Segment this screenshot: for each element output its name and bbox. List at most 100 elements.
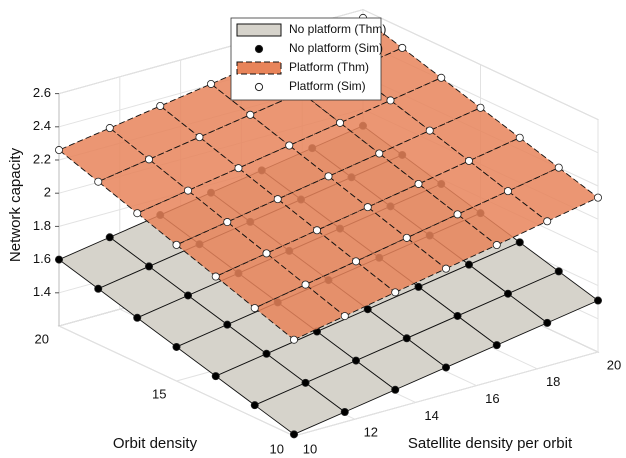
sim-point <box>425 126 434 135</box>
sim-point <box>289 430 298 439</box>
sim-point <box>464 156 473 165</box>
sim-point <box>55 255 64 264</box>
sim-point <box>340 312 349 321</box>
sim-point <box>211 372 220 381</box>
sim-point <box>105 233 114 242</box>
z-tick-label: 1.4 <box>33 284 51 299</box>
sim-point <box>453 210 462 219</box>
x-tick-label: 16 <box>485 391 499 406</box>
sim-point <box>301 378 310 387</box>
sim-point <box>492 341 501 350</box>
sim-point <box>206 79 215 88</box>
sim-point <box>414 179 423 188</box>
sim-point <box>515 133 524 142</box>
sim-point <box>363 305 372 314</box>
sim-point <box>375 149 384 158</box>
legend-label: Platform (Sim) <box>289 79 366 93</box>
sim-point <box>94 284 103 293</box>
sim-point <box>351 257 360 266</box>
x-axis-label: Satellite density per orbit <box>408 435 573 452</box>
sim-point <box>503 187 512 196</box>
sim-point <box>543 318 552 327</box>
sim-point <box>156 101 165 110</box>
sim-point <box>594 296 603 305</box>
surface-patch <box>97 158 189 214</box>
sim-point <box>250 304 259 313</box>
z-axis-label: Network capacity <box>7 147 24 262</box>
sim-point <box>145 155 154 164</box>
sim-point <box>246 110 255 119</box>
x-tick-label: 18 <box>546 374 560 389</box>
sim-point <box>515 238 524 247</box>
x-tick-label: 12 <box>364 425 378 440</box>
sim-point <box>55 146 64 155</box>
sim-point <box>184 291 193 300</box>
y-tick-label: 20 <box>35 331 49 346</box>
sim-point <box>172 240 181 249</box>
x-tick-label: 20 <box>607 357 621 372</box>
sim-point <box>94 177 103 186</box>
sim-point <box>554 267 563 276</box>
sim-point <box>223 218 232 227</box>
sim-point <box>145 262 154 271</box>
sim-point <box>476 103 485 112</box>
sim-point <box>262 349 271 358</box>
sim-point <box>172 342 181 351</box>
y-tick-label: 10 <box>270 441 284 456</box>
sim-point <box>437 73 446 82</box>
y-axis-label: Orbit density <box>113 435 198 452</box>
sim-point <box>273 195 282 204</box>
sim-point <box>262 249 271 258</box>
sim-point <box>211 272 220 281</box>
sim-point <box>402 233 411 242</box>
sim-point <box>398 43 407 52</box>
sim-point <box>340 408 349 417</box>
sim-point <box>441 264 450 273</box>
sim-point <box>503 289 512 298</box>
grid-line <box>293 351 599 437</box>
z-tick-label: 2.4 <box>33 118 51 133</box>
sim-point <box>285 141 294 150</box>
sim-point <box>594 193 603 202</box>
sim-point <box>336 118 345 127</box>
sim-point <box>414 282 423 291</box>
sim-point <box>195 133 204 142</box>
sim-point <box>363 203 372 212</box>
sim-point <box>453 311 462 320</box>
sim-point <box>351 356 360 365</box>
z-tick-label: 2.2 <box>33 151 51 166</box>
sim-point <box>554 163 563 172</box>
legend-marker <box>254 44 264 54</box>
z-tick-label: 2.6 <box>33 85 51 100</box>
sim-point <box>464 260 473 269</box>
legend-swatch <box>236 23 282 37</box>
legend-label: No platform (Sim) <box>289 41 383 55</box>
sim-point <box>301 280 310 289</box>
sim-point <box>441 363 450 372</box>
sim-point <box>234 164 243 173</box>
x-tick-label: 14 <box>424 408 438 423</box>
legend-label: No platform (Thm) <box>289 22 386 36</box>
sim-point <box>184 186 193 195</box>
sim-point <box>391 385 400 394</box>
plot-area: 1.4 1.6 1.8 2 2.2 2.4 2.6 10 12 14 16 18 20 10 15 20 <box>33 8 621 456</box>
sim-point <box>324 172 333 181</box>
sim-point <box>133 209 142 218</box>
sim-point <box>543 217 552 226</box>
x-tick-label: 10 <box>303 441 317 456</box>
sim-point <box>312 226 321 235</box>
sim-point <box>250 401 259 410</box>
sim-point <box>223 320 232 329</box>
legend: No platform (Thm) No platform (Sim) Platfo… <box>230 17 386 101</box>
y-tick-label: 15 <box>152 386 166 401</box>
sim-point <box>492 241 501 250</box>
sim-point <box>386 96 395 105</box>
z-tick-label: 2 <box>44 185 51 200</box>
sim-point <box>402 334 411 343</box>
z-tick-label: 1.8 <box>33 218 51 233</box>
sim-point <box>133 313 142 322</box>
sim-point <box>289 335 298 344</box>
surface-patch <box>159 83 252 138</box>
legend-marker <box>254 82 264 92</box>
